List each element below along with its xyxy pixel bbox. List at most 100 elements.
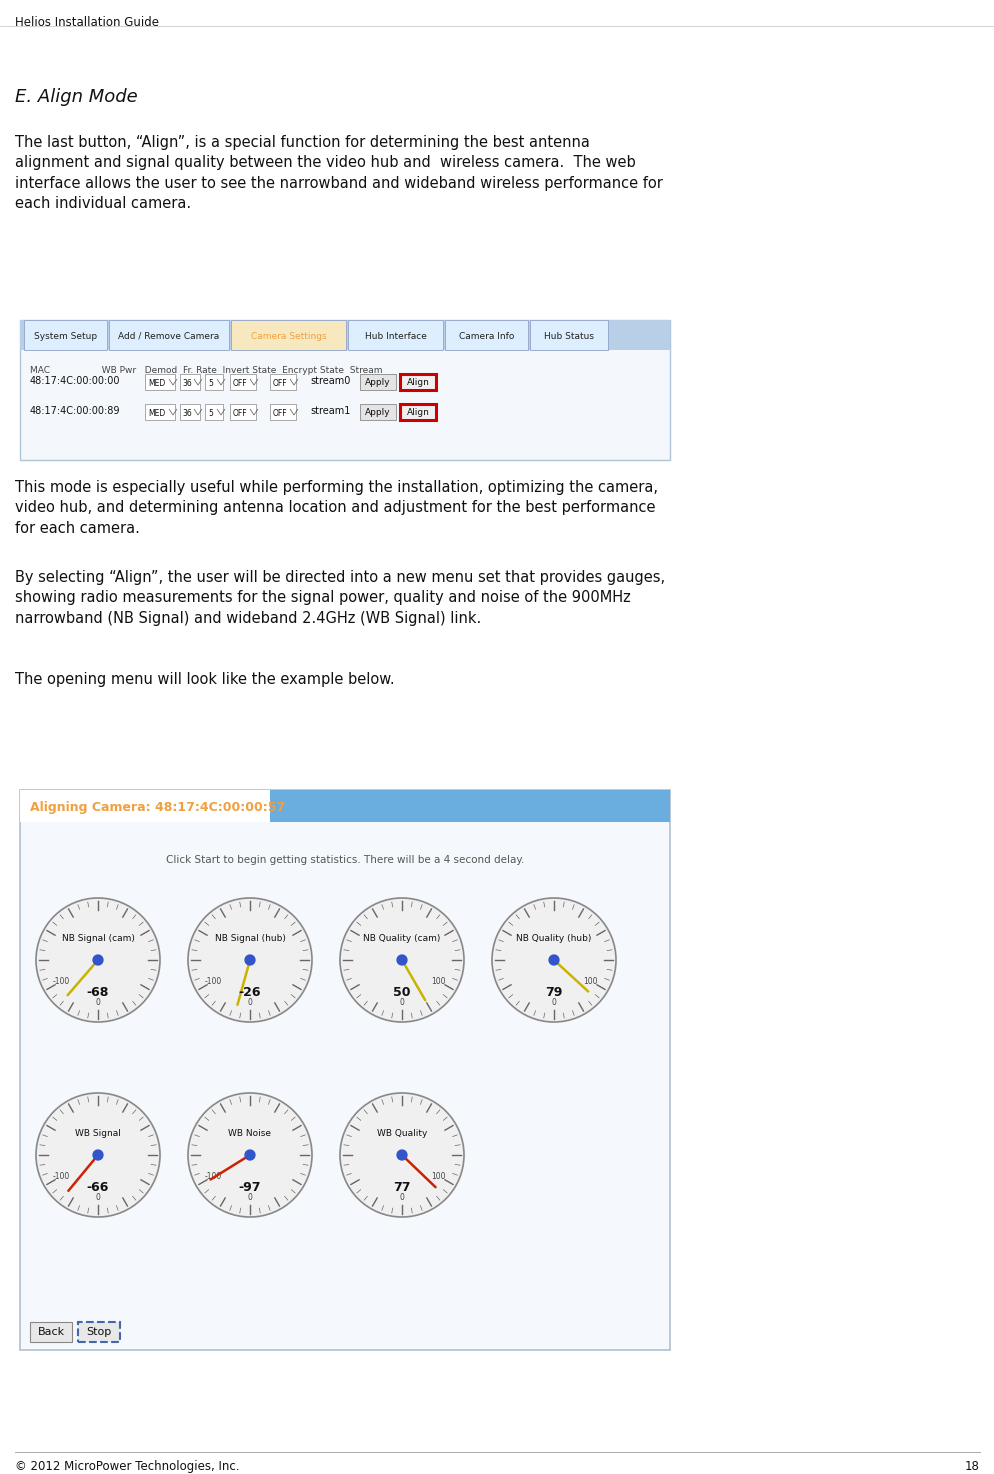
Text: Align: Align bbox=[407, 407, 429, 417]
Text: 36: 36 bbox=[182, 379, 192, 388]
FancyBboxPatch shape bbox=[230, 374, 255, 391]
Text: MAC                  WB Pwr   Demod  Fr. Rate  Invert State  Encrypt State  Stre: MAC WB Pwr Demod Fr. Rate Invert State E… bbox=[30, 366, 382, 374]
FancyBboxPatch shape bbox=[530, 320, 607, 349]
Text: 79: 79 bbox=[545, 986, 563, 999]
FancyBboxPatch shape bbox=[20, 320, 669, 460]
Text: Hub Status: Hub Status bbox=[544, 332, 593, 340]
Text: Camera Settings: Camera Settings bbox=[250, 332, 326, 340]
Text: -100: -100 bbox=[53, 977, 70, 986]
Text: © 2012 MicroPower Technologies, Inc.: © 2012 MicroPower Technologies, Inc. bbox=[15, 1461, 240, 1473]
Circle shape bbox=[340, 898, 463, 1021]
Text: The last button, “Align”, is a special function for determining the best antenna: The last button, “Align”, is a special f… bbox=[15, 136, 662, 211]
Text: OFF: OFF bbox=[272, 379, 287, 388]
FancyBboxPatch shape bbox=[205, 374, 223, 391]
FancyBboxPatch shape bbox=[180, 404, 200, 420]
FancyBboxPatch shape bbox=[180, 374, 200, 391]
Text: The opening menu will look like the example below.: The opening menu will look like the exam… bbox=[15, 672, 395, 687]
Text: 0: 0 bbox=[551, 998, 556, 1007]
Text: OFF: OFF bbox=[233, 379, 248, 388]
Text: 0: 0 bbox=[400, 1192, 404, 1201]
Circle shape bbox=[93, 1150, 102, 1160]
Text: stream0: stream0 bbox=[310, 376, 350, 386]
Text: -100: -100 bbox=[205, 1172, 222, 1181]
Text: -100: -100 bbox=[53, 1172, 70, 1181]
Text: Add / Remove Camera: Add / Remove Camera bbox=[118, 332, 220, 340]
Circle shape bbox=[491, 898, 615, 1021]
Text: 0: 0 bbox=[95, 998, 100, 1007]
Text: MED: MED bbox=[148, 408, 165, 417]
Circle shape bbox=[188, 898, 312, 1021]
Text: Camera Info: Camera Info bbox=[458, 332, 514, 340]
FancyBboxPatch shape bbox=[205, 404, 223, 420]
Text: 100: 100 bbox=[582, 977, 597, 986]
Text: Stop: Stop bbox=[86, 1327, 111, 1337]
Circle shape bbox=[93, 955, 102, 965]
Text: NB Quality (cam): NB Quality (cam) bbox=[363, 935, 440, 943]
Text: 48:17:4C:00:00:00: 48:17:4C:00:00:00 bbox=[30, 376, 120, 386]
Text: 5: 5 bbox=[209, 379, 214, 388]
Text: E. Align Mode: E. Align Mode bbox=[15, 88, 137, 106]
Text: 0: 0 bbox=[248, 1192, 252, 1201]
Text: 100: 100 bbox=[430, 1172, 445, 1181]
FancyBboxPatch shape bbox=[269, 374, 295, 391]
FancyBboxPatch shape bbox=[269, 404, 295, 420]
Text: 0: 0 bbox=[95, 1192, 100, 1201]
Text: 36: 36 bbox=[182, 408, 192, 417]
Text: Click Start to begin getting statistics. There will be a 4 second delay.: Click Start to begin getting statistics.… bbox=[166, 855, 524, 865]
FancyBboxPatch shape bbox=[20, 790, 669, 1350]
Text: Aligning Camera: 48:17:4C:00:00:57: Aligning Camera: 48:17:4C:00:00:57 bbox=[30, 800, 285, 814]
FancyBboxPatch shape bbox=[360, 404, 396, 420]
Circle shape bbox=[549, 955, 559, 965]
FancyBboxPatch shape bbox=[24, 320, 107, 349]
Text: -26: -26 bbox=[239, 986, 261, 999]
Circle shape bbox=[397, 955, 407, 965]
Text: By selecting “Align”, the user will be directed into a new menu set that provide: By selecting “Align”, the user will be d… bbox=[15, 570, 664, 626]
Circle shape bbox=[36, 1094, 160, 1218]
Text: -97: -97 bbox=[239, 1181, 261, 1194]
FancyBboxPatch shape bbox=[109, 320, 229, 349]
FancyBboxPatch shape bbox=[78, 1322, 120, 1341]
Text: OFF: OFF bbox=[272, 408, 287, 417]
Text: WB Noise: WB Noise bbox=[229, 1129, 271, 1138]
FancyBboxPatch shape bbox=[30, 1322, 72, 1341]
Circle shape bbox=[340, 1094, 463, 1218]
Text: -66: -66 bbox=[86, 1181, 109, 1194]
Text: 0: 0 bbox=[400, 998, 404, 1007]
FancyBboxPatch shape bbox=[348, 320, 442, 349]
Text: 48:17:4C:00:00:89: 48:17:4C:00:00:89 bbox=[30, 405, 120, 416]
Text: -100: -100 bbox=[205, 977, 222, 986]
Text: Helios Installation Guide: Helios Installation Guide bbox=[15, 16, 159, 29]
Text: 100: 100 bbox=[430, 977, 445, 986]
Text: NB Quality (hub): NB Quality (hub) bbox=[516, 935, 591, 943]
Text: WB Quality: WB Quality bbox=[377, 1129, 426, 1138]
Text: System Setup: System Setup bbox=[34, 332, 97, 340]
FancyBboxPatch shape bbox=[145, 404, 175, 420]
Text: WB Signal: WB Signal bbox=[75, 1129, 121, 1138]
Text: MED: MED bbox=[148, 379, 165, 388]
FancyBboxPatch shape bbox=[400, 374, 435, 391]
FancyBboxPatch shape bbox=[145, 374, 175, 391]
FancyBboxPatch shape bbox=[20, 790, 269, 822]
Circle shape bbox=[36, 898, 160, 1021]
Text: OFF: OFF bbox=[233, 408, 248, 417]
Text: Apply: Apply bbox=[365, 407, 391, 417]
Text: 18: 18 bbox=[964, 1461, 979, 1473]
FancyBboxPatch shape bbox=[231, 320, 346, 349]
FancyBboxPatch shape bbox=[230, 404, 255, 420]
FancyBboxPatch shape bbox=[360, 374, 396, 391]
Circle shape bbox=[245, 955, 254, 965]
Text: NB Signal (cam): NB Signal (cam) bbox=[62, 935, 134, 943]
Text: 0: 0 bbox=[248, 998, 252, 1007]
Circle shape bbox=[245, 1150, 254, 1160]
FancyBboxPatch shape bbox=[444, 320, 528, 349]
Text: stream1: stream1 bbox=[310, 405, 350, 416]
Text: 77: 77 bbox=[393, 1181, 411, 1194]
Text: Back: Back bbox=[38, 1327, 65, 1337]
Text: NB Signal (hub): NB Signal (hub) bbox=[215, 935, 285, 943]
Text: This mode is especially useful while performing the installation, optimizing the: This mode is especially useful while per… bbox=[15, 481, 657, 537]
Circle shape bbox=[188, 1094, 312, 1218]
Bar bbox=[269, 790, 669, 822]
Circle shape bbox=[397, 1150, 407, 1160]
Text: 50: 50 bbox=[393, 986, 411, 999]
FancyBboxPatch shape bbox=[400, 404, 435, 420]
